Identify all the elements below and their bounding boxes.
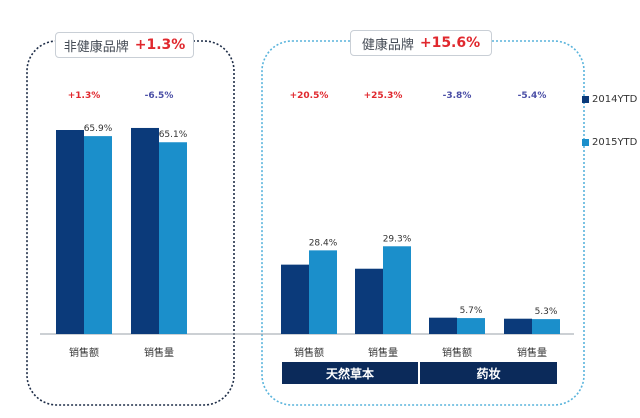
bar-6-2014YTD bbox=[504, 318, 532, 334]
change-label-2: -6.5% bbox=[145, 91, 174, 101]
subgroup-banner-1 bbox=[282, 362, 418, 384]
value-label-2: 65.1% bbox=[159, 130, 188, 140]
value-label-5: 5.7% bbox=[460, 306, 483, 316]
legend-swatch-2015 bbox=[582, 139, 589, 146]
bar-4-2014YTD bbox=[355, 268, 383, 334]
subgroup-label-2: 药妆 bbox=[476, 366, 500, 381]
change-label-6: -5.4% bbox=[518, 91, 547, 101]
bars-layer bbox=[56, 127, 560, 335]
non-health-title: 非健康品牌 +1.3% bbox=[55, 32, 194, 58]
bar-2-2014YTD bbox=[131, 127, 159, 335]
bar-1-2014YTD bbox=[56, 130, 84, 334]
bar-5-2014YTD bbox=[429, 317, 457, 334]
non-health-title-change: +1.3% bbox=[134, 37, 186, 53]
bar-4-2015YTD bbox=[383, 246, 411, 334]
non-health-title-label: 非健康品牌 bbox=[63, 39, 129, 55]
legend-2015: 2015YTD bbox=[582, 137, 637, 148]
change-label-1: +1.3% bbox=[68, 91, 101, 101]
bar-3-2014YTD bbox=[281, 264, 309, 334]
health-group-border bbox=[261, 40, 585, 406]
labels-layer: 65.9% +1.3% 销售额 65.1% -6.5% 销售量 28.4% +20.5% 销售额… bbox=[68, 91, 558, 384]
change-label-5: -3.8% bbox=[443, 91, 472, 101]
bar-5-2015YTD bbox=[457, 318, 485, 334]
bar-2-2015YTD bbox=[159, 142, 187, 334]
legend-swatch-2014 bbox=[582, 96, 589, 103]
value-label-6: 5.3% bbox=[535, 307, 558, 317]
value-label-3: 28.4% bbox=[309, 238, 338, 248]
subgroup-banner-2 bbox=[420, 362, 557, 384]
legend-2014: 2014YTD bbox=[582, 94, 637, 105]
category-label-4: 销售量 bbox=[368, 346, 398, 359]
health-title-label: 健康品牌 bbox=[361, 37, 414, 53]
category-label-3: 销售额 bbox=[294, 346, 324, 359]
health-title: 健康品牌 +15.6% bbox=[350, 30, 492, 56]
change-label-3: +20.5% bbox=[290, 91, 329, 101]
category-label-5: 销售额 bbox=[442, 346, 472, 359]
legend-label-2014: 2014YTD bbox=[592, 94, 638, 105]
bar-1-2015YTD bbox=[84, 136, 112, 334]
legend-label-2015: 2015YTD bbox=[592, 137, 638, 148]
change-label-4: +25.3% bbox=[364, 91, 403, 101]
category-label-1: 销售额 bbox=[69, 346, 99, 359]
bar-3-2015YTD bbox=[309, 250, 337, 334]
category-label-6: 销售量 bbox=[517, 346, 547, 359]
value-label-1: 65.9% bbox=[84, 124, 113, 134]
health-title-change: +15.6% bbox=[419, 35, 481, 51]
value-label-4: 29.3% bbox=[383, 234, 412, 244]
subgroup-label-1: 天然草本 bbox=[326, 366, 374, 381]
category-label-2: 销售量 bbox=[144, 346, 174, 359]
bar-6-2015YTD bbox=[532, 319, 560, 334]
